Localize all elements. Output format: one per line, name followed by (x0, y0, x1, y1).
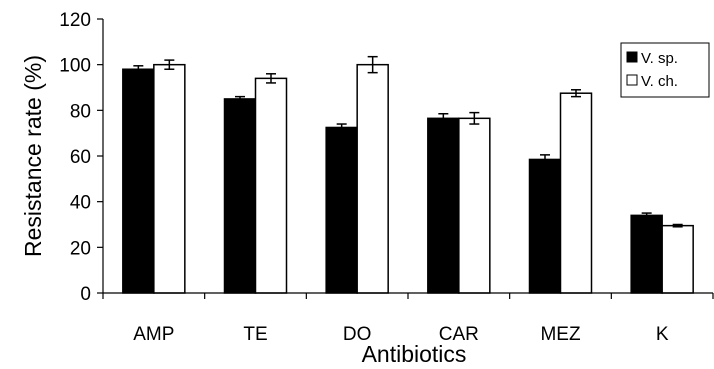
bar-v-sp-do (325, 126, 358, 294)
bar-v-ch-amp (153, 63, 186, 294)
bar-v-ch-mez (559, 92, 593, 294)
y-tick-label-20: 20 (70, 238, 91, 259)
bar-v-ch-do (356, 63, 389, 294)
legend: V. sp. V. ch. (620, 42, 710, 98)
y-tick-label-100: 100 (59, 56, 91, 77)
x-tick-label-amp: AMP (133, 324, 174, 345)
x-axis-tick-labels: AMP TE DO CAR MEZ K (133, 324, 669, 345)
y-tick-label-60: 60 (70, 147, 91, 168)
y-axis-ticks (97, 18, 103, 294)
x-tick-label-te: TE (243, 324, 267, 345)
y-tick-label-80: 80 (70, 101, 91, 122)
x-axis-ticks (102, 293, 714, 299)
bar-v-sp-te (223, 98, 257, 294)
y-tick-label-40: 40 (70, 193, 91, 214)
y-tick-label-120: 120 (59, 10, 91, 31)
x-tick-label-k: K (656, 324, 669, 345)
x-tick-label-do: DO (343, 324, 372, 345)
bar-v-sp-amp (122, 68, 155, 294)
x-tick-label-car: CAR (439, 324, 479, 345)
x-axis-title: Antibiotics (362, 341, 467, 367)
bar-v-ch-car (458, 117, 491, 294)
bar-v-sp-k (630, 214, 663, 294)
legend-label-v-sp: V. sp. (641, 50, 678, 67)
legend-label-v-ch: V. ch. (641, 73, 678, 90)
y-axis-tick-labels: 0 20 40 60 80 100 120 (59, 10, 91, 305)
bar-v-ch-te (254, 77, 288, 294)
legend-swatch-v-ch (626, 74, 638, 86)
y-tick-label-0: 0 (80, 284, 91, 305)
bar-v-sp-car (427, 117, 460, 294)
bars (122, 63, 694, 294)
bar-v-sp-mez (528, 158, 562, 294)
y-axis-title: Resistance rate (%) (20, 55, 46, 257)
error-bars (133, 55, 683, 228)
bar-v-ch-k (661, 224, 694, 294)
x-tick-label-mez: MEZ (540, 324, 581, 345)
legend-swatch-v-sp (626, 51, 638, 63)
